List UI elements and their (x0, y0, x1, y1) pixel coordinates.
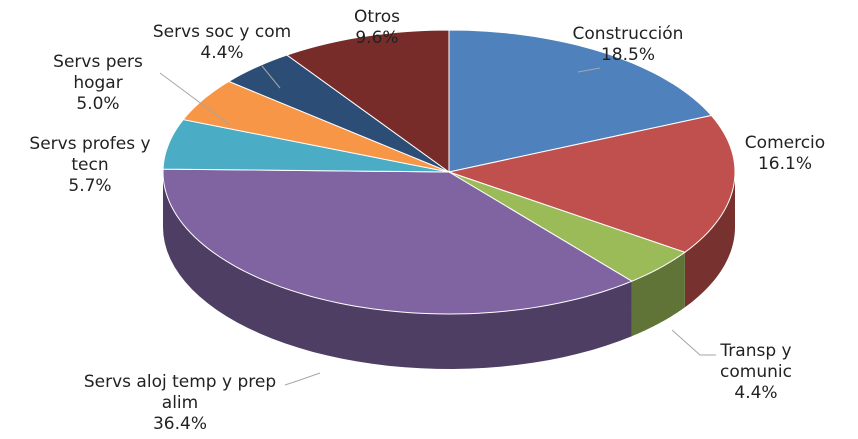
slice-label: Otros 9.6% (337, 7, 417, 49)
value-label: 9.6% (355, 28, 399, 48)
value-label: 18.5% (600, 45, 655, 65)
category-label: Comercio (744, 133, 826, 153)
slice-label: Servs aloj temp y prep alim 36.4% (80, 372, 280, 435)
leader-line (284, 372, 321, 386)
slice-label: Servs profes y tecn 5.7% (10, 134, 170, 197)
leader-line (671, 329, 716, 356)
value-label: 4.4% (200, 43, 244, 63)
leader-line (261, 65, 281, 89)
value-label: 16.1% (757, 154, 812, 174)
leader-line (159, 72, 231, 126)
pie-slice (448, 29, 713, 173)
pie-side (684, 172, 735, 308)
pie-slice (227, 54, 450, 173)
pie-slice (182, 80, 450, 173)
category-label: Servs profes y tecn (29, 134, 151, 175)
category-label: Transp y comunic (720, 341, 792, 382)
slice-label: Servs pers hogar 5.0% (38, 52, 158, 115)
category-label: Construcción (572, 24, 684, 44)
pie-slice (448, 171, 686, 282)
pie-slice (285, 29, 450, 173)
leader-line (577, 67, 601, 73)
value-label: 5.7% (68, 176, 112, 196)
pie-slice (162, 168, 633, 315)
value-label: 4.4% (734, 383, 778, 403)
slice-label: Servs soc y com 4.4% (122, 22, 322, 64)
pie-slice (162, 119, 450, 173)
pie-slice (447, 114, 736, 253)
category-label: Servs pers hogar (53, 52, 143, 93)
pie-side (631, 252, 685, 337)
category-label: Servs aloj temp y prep alim (83, 372, 277, 413)
category-label: Servs soc y com (152, 22, 292, 42)
slice-label: Construcción 18.5% (548, 24, 708, 66)
slice-label: Comercio 16.1% (725, 133, 845, 175)
slice-label: Transp y comunic 4.4% (706, 341, 806, 404)
category-label: Otros (354, 7, 400, 27)
pie-side (163, 172, 632, 369)
value-label: 5.0% (76, 94, 120, 114)
value-label: 36.4% (152, 414, 207, 434)
